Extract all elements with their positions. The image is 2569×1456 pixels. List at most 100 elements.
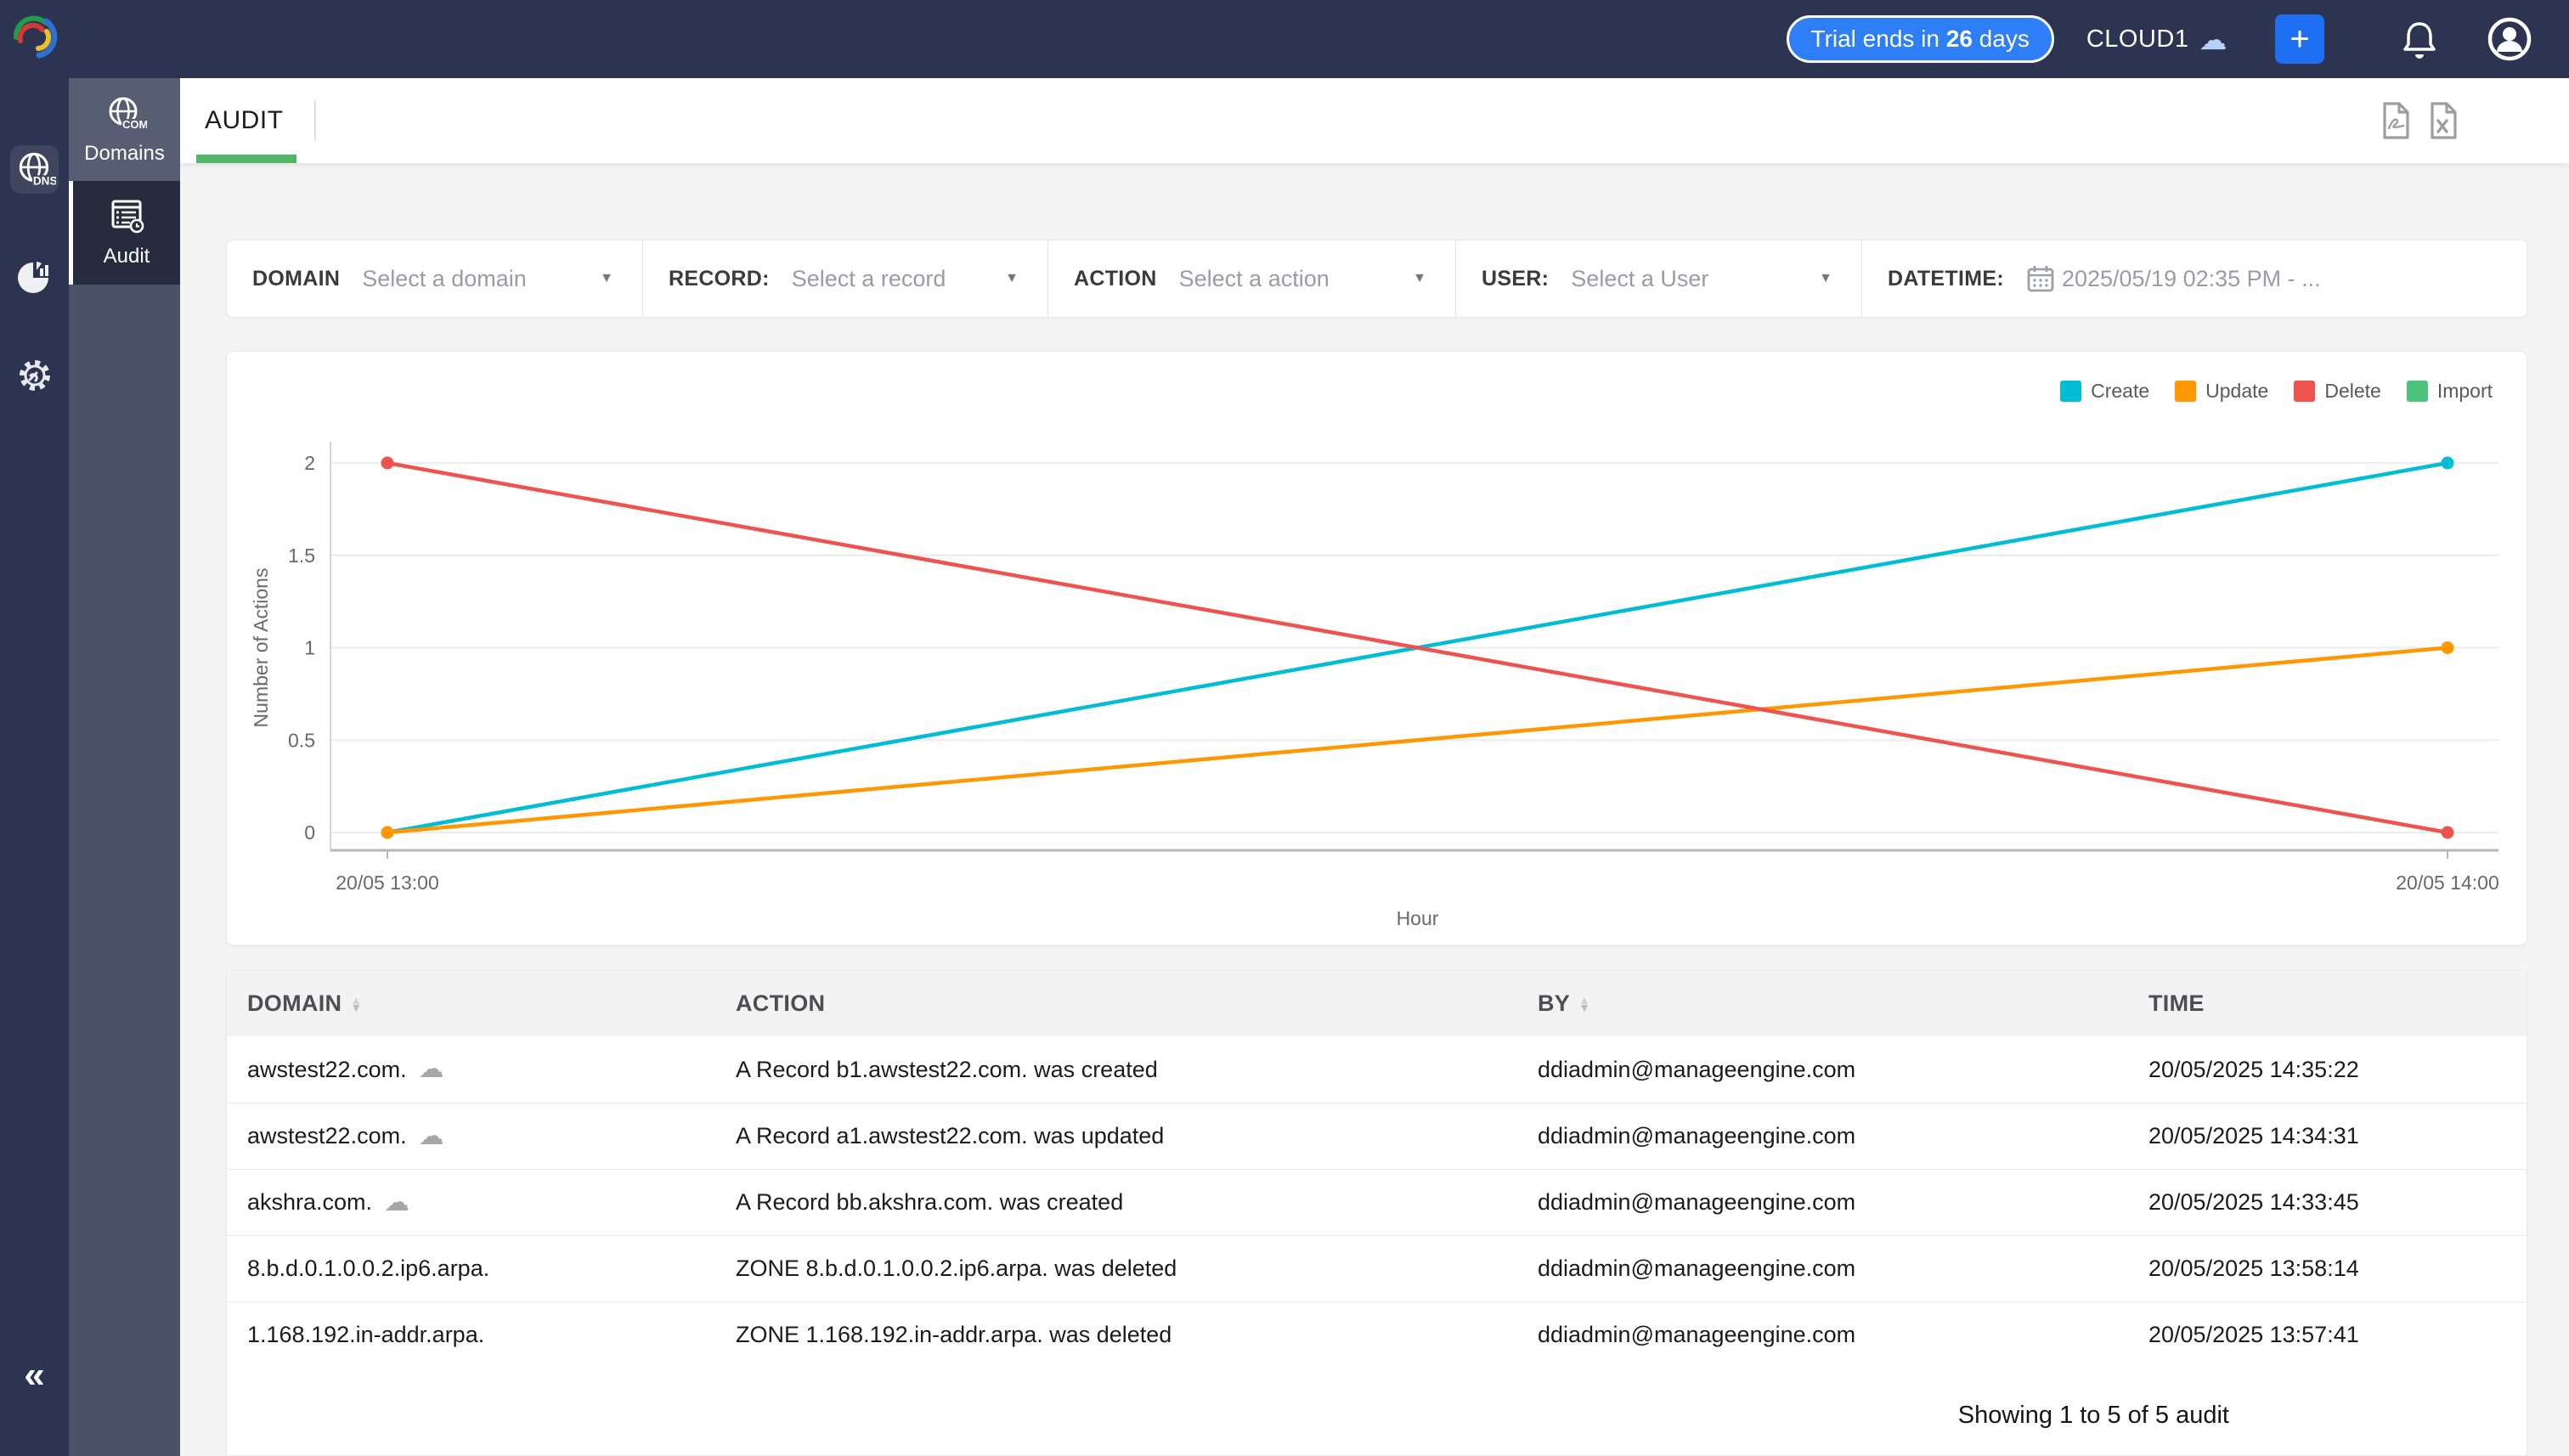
filter-bar: DOMAIN Select a domain ▼ RECORD: Select …: [226, 240, 2527, 318]
filter-record[interactable]: RECORD: Select a record ▼: [642, 240, 1047, 317]
legend-swatch: [2175, 381, 2197, 402]
filter-placeholder: Select a record: [791, 265, 946, 291]
cell-action: A Record a1.awstest22.com. was updated: [736, 1123, 1165, 1148]
filter-label: RECORD:: [669, 266, 770, 291]
cell-domain: 8.b.d.0.1.0.0.2.ip6.arpa.: [247, 1256, 490, 1281]
cloud-icon: ☁: [418, 1121, 444, 1150]
line-chart: 0 0.5 1 1.5 2 20/05 13:00 20/05 14:00 Number of…: [250, 442, 2499, 929]
active-tab-indicator: [196, 155, 296, 163]
legend-item-update[interactable]: Update: [2175, 380, 2268, 403]
y-tick-label: 1: [304, 637, 315, 659]
chart-legend: Create Update Delete Import: [2060, 380, 2493, 403]
cell-domain: akshra.com. ☁: [247, 1188, 410, 1216]
sidebar-item-label: Audit: [103, 245, 150, 268]
cell-action: ZONE 1.168.192.in-addr.arpa. was deleted: [736, 1322, 1172, 1347]
table-row[interactable]: 1.168.192.in-addr.arpa. ZONE 1.168.192.in…: [227, 1301, 2527, 1368]
y-tick-label: 1.5: [288, 545, 315, 567]
legend-item-import[interactable]: Import: [2406, 380, 2493, 403]
cloud-icon: ☁: [2199, 23, 2227, 55]
filter-domain[interactable]: DOMAIN Select a domain ▼: [227, 240, 642, 317]
com-icon-label: COM: [122, 118, 147, 131]
org-switcher[interactable]: CLOUD1 ☁: [2086, 25, 2227, 54]
page-title: AUDIT: [205, 106, 284, 134]
org-name: CLOUD1: [2086, 25, 2189, 53]
notifications-bell-icon[interactable]: [2401, 19, 2438, 59]
legend-item-delete[interactable]: Delete: [2294, 380, 2381, 403]
data-point-delete: [381, 456, 394, 470]
chevron-down-icon[interactable]: ▼: [600, 271, 613, 285]
dns-icon-label: DNS: [32, 174, 55, 187]
sort-icon[interactable]: ▲ ▼: [350, 992, 363, 1014]
legend-swatch: [2060, 381, 2082, 402]
sidebar-item-domains[interactable]: COM Domains: [69, 78, 180, 181]
table-row[interactable]: akshra.com. ☁ A Record bb.akshra.com. was …: [227, 1169, 2527, 1235]
x-axis-title: Hour: [1397, 907, 1439, 929]
cell-domain: 1.168.192.in-addr.arpa.: [247, 1322, 485, 1347]
cell-domain: awstest22.com. ☁: [247, 1121, 444, 1150]
user-avatar[interactable]: [2487, 17, 2532, 61]
cell-action: ZONE 8.b.d.0.1.0.0.2.ip6.arpa. was delet…: [736, 1256, 1177, 1281]
cell-time: 20/05/2025 14:34:31: [2148, 1123, 2359, 1148]
sidebar-item-audit[interactable]: Audit: [69, 181, 180, 285]
trial-countdown-button[interactable]: Trial ends in 26 days: [1786, 15, 2054, 63]
export-excel-icon[interactable]: [2426, 100, 2460, 141]
audit-log-icon: [111, 200, 144, 234]
module-sidebar: COM Domains Audit: [69, 78, 180, 1456]
pie-chart-icon: [17, 261, 48, 293]
series-line-update: [385, 646, 2450, 835]
add-button[interactable]: +: [2275, 14, 2324, 64]
sidebar-item-label: Domains: [84, 141, 165, 165]
tab-strip: AUDIT: [180, 78, 2569, 163]
filter-placeholder: Select a domain: [362, 265, 527, 291]
data-point-create: [2441, 456, 2454, 470]
topbar: Trial ends in 26 days CLOUD1 ☁ +: [0, 0, 2569, 78]
rail-item-dns[interactable]: DNS: [10, 145, 59, 194]
trial-days: 26: [1945, 25, 1973, 52]
export-pdf-icon[interactable]: [2379, 100, 2413, 141]
column-header-by[interactable]: BY ▲ ▼: [1538, 990, 1591, 1016]
column-header-action[interactable]: ACTION: [736, 990, 826, 1016]
rail-item-analytics[interactable]: [10, 253, 59, 302]
tab-audit[interactable]: AUDIT: [205, 78, 284, 163]
filter-datetime[interactable]: DATETIME: 2025/05/19 02:35 PM - ...: [1861, 240, 2527, 317]
y-tick-label: 0.5: [288, 729, 315, 751]
x-tick-label: 20/05 13:00: [336, 872, 439, 894]
filter-placeholder: Select a User: [1571, 265, 1709, 291]
column-header-domain[interactable]: DOMAIN ▲ ▼: [247, 990, 363, 1016]
data-point-update: [2441, 641, 2454, 654]
rail-item-settings[interactable]: [10, 351, 59, 399]
filter-action[interactable]: ACTION Select a action ▼: [1047, 240, 1455, 317]
column-header-time[interactable]: TIME: [2148, 990, 2205, 1016]
chevron-down-icon[interactable]: ▼: [1413, 271, 1426, 285]
table-row[interactable]: awstest22.com. ☁ A Record b1.awstest22.com…: [227, 1036, 2527, 1103]
chevron-down-icon[interactable]: ▼: [1819, 271, 1832, 285]
legend-label: Delete: [2324, 380, 2381, 402]
filter-label: DOMAIN: [252, 266, 341, 291]
gear-icon: [19, 359, 50, 391]
table-row[interactable]: awstest22.com. ☁ A Record a1.awstest22.com…: [227, 1103, 2527, 1169]
series-line-delete: [385, 460, 2450, 835]
pagination-summary: Showing 1 to 5 of 5 audit: [1957, 1402, 2229, 1429]
filter-label: ACTION: [1074, 266, 1157, 291]
table-row[interactable]: 8.b.d.0.1.0.0.2.ip6.arpa. ZONE 8.b.d.0.1.…: [227, 1235, 2527, 1301]
sidebar-collapse-button[interactable]: «: [24, 1354, 45, 1396]
cloud-icon: ☁: [384, 1188, 410, 1216]
legend-swatch: [2406, 381, 2428, 402]
icon-rail: DNS «: [0, 0, 69, 1456]
cell-time: 20/05/2025 14:35:22: [2148, 1056, 2359, 1082]
data-point-delete: [2441, 826, 2454, 839]
data-point-update: [381, 826, 394, 839]
legend-item-create[interactable]: Create: [2060, 380, 2149, 403]
legend-label: Create: [2091, 380, 2150, 402]
table-body: awstest22.com. ☁ A Record b1.awstest22.com…: [227, 1036, 2527, 1368]
chevron-down-icon[interactable]: ▼: [1005, 271, 1019, 285]
filter-user[interactable]: USER: Select a User ▼: [1455, 240, 1861, 317]
main-content: AUDIT DOMAIN Select a do: [180, 78, 2569, 1456]
cell-domain: awstest22.com. ☁: [247, 1055, 444, 1083]
cell-action: A Record b1.awstest22.com. was created: [736, 1056, 1158, 1082]
tab-divider: [314, 101, 316, 140]
y-tick-label: 2: [304, 452, 315, 474]
legend-swatch: [2294, 381, 2316, 402]
y-tick-label: 0: [304, 821, 315, 844]
sort-icon[interactable]: ▲ ▼: [1578, 992, 1591, 1014]
